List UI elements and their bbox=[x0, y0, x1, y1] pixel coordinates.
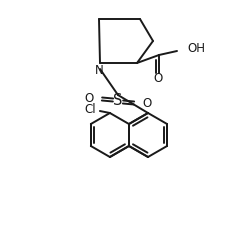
Text: O: O bbox=[84, 91, 93, 104]
Text: O: O bbox=[142, 98, 151, 111]
Text: O: O bbox=[153, 72, 162, 86]
Text: S: S bbox=[113, 94, 122, 109]
Text: Cl: Cl bbox=[84, 104, 95, 116]
Text: N: N bbox=[94, 64, 103, 76]
Text: OH: OH bbox=[186, 42, 204, 55]
